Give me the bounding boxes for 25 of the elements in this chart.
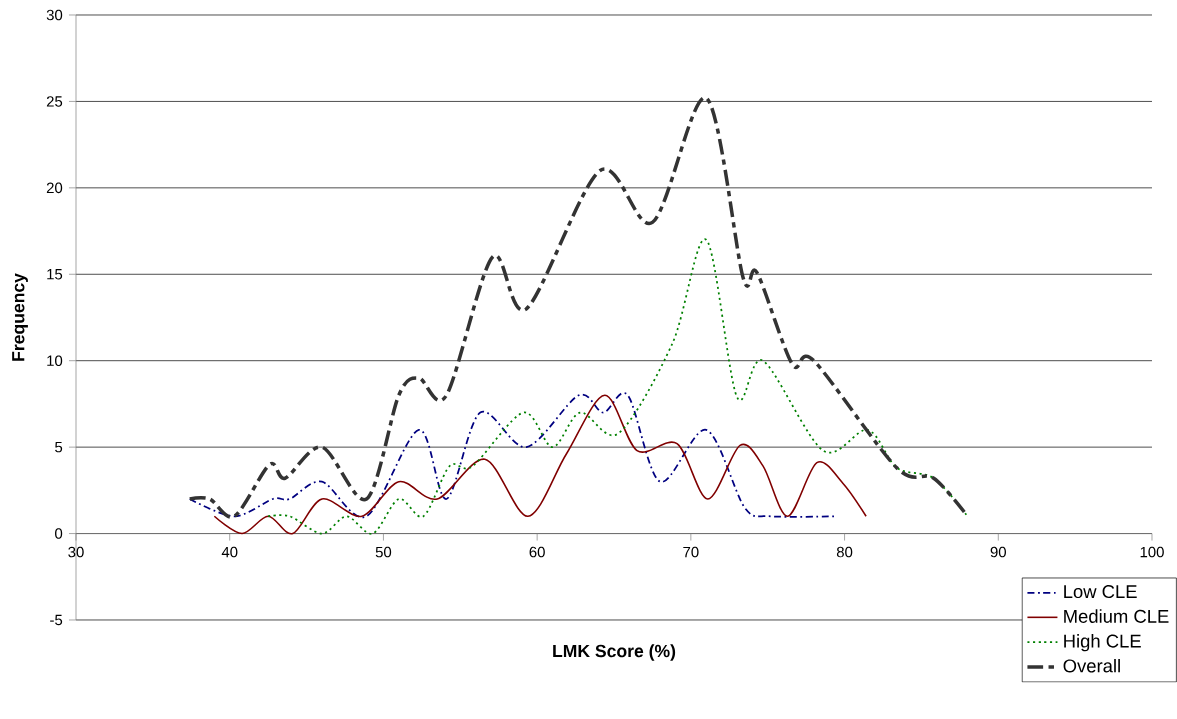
y-tick-label: 0	[55, 528, 63, 539]
x-tick-label: 50	[375, 546, 392, 558]
x-tick-label: 80	[836, 546, 853, 558]
legend-label: High CLE	[1064, 634, 1141, 652]
y-tick-label: 10	[47, 355, 63, 366]
y-tick-label: 20	[46, 182, 63, 194]
line-series	[267, 238, 969, 535]
x-tick-label: 100	[1140, 546, 1164, 558]
legend-label: Overall	[1063, 658, 1120, 673]
y-tick-label: 25	[46, 96, 63, 107]
line-series	[188, 393, 837, 518]
y-tick-label: 30	[46, 9, 63, 21]
y-tick-label: 15	[47, 269, 63, 280]
line-series	[213, 394, 867, 535]
x-tick-label: 40	[221, 546, 238, 558]
legend-label: Medium CLE	[1064, 609, 1169, 623]
y-axis-title: Frequency	[12, 273, 28, 361]
x-tick-label: 70	[683, 546, 699, 558]
x-tick-label: 90	[990, 546, 1006, 558]
y-tick-label: 5	[55, 441, 63, 453]
x-tick-label: 30	[68, 546, 84, 558]
x-tick-label: 60	[529, 546, 545, 558]
x-axis-title: LMK Score (%)	[553, 644, 676, 661]
y-tick-label: -5	[50, 614, 63, 626]
legend-label: Low CLE	[1064, 585, 1137, 599]
